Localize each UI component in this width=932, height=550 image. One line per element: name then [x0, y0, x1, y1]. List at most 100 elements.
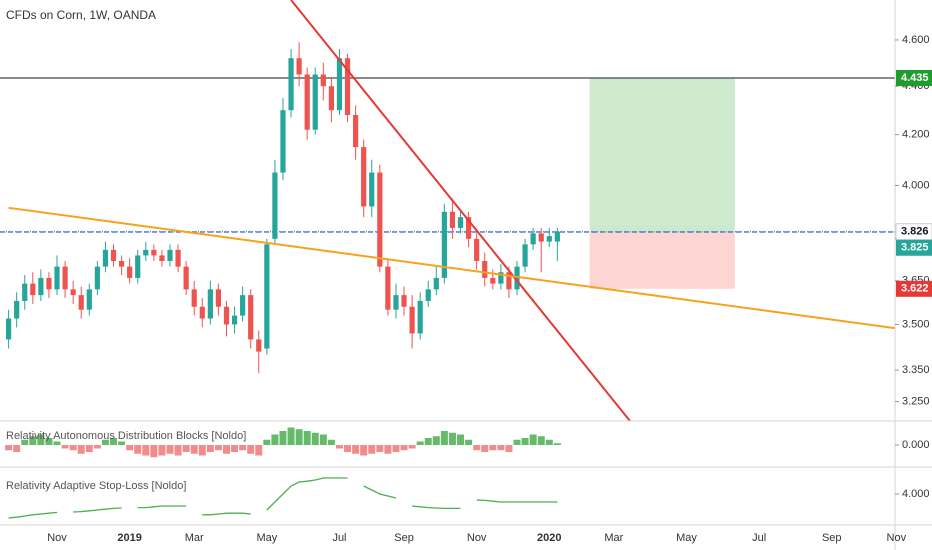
histogram-bar [231, 445, 239, 452]
y-tick-label: 3.500 [902, 318, 930, 330]
y-tick-label: 3.250 [902, 396, 930, 408]
panes [5, 427, 561, 519]
histogram-bar [53, 441, 61, 445]
candle-body [474, 238, 480, 261]
histogram-bar [457, 434, 465, 445]
histogram-bar [214, 445, 222, 451]
candle-body [102, 249, 109, 267]
x-tick-label: Nov [887, 532, 907, 544]
candle-body [6, 318, 12, 340]
histogram-bar [206, 445, 214, 452]
histogram-bar [263, 439, 271, 445]
price-marker-label: 3.825 [901, 242, 929, 254]
histogram-bar [521, 438, 529, 445]
candle-body [304, 74, 310, 130]
candle-body [344, 58, 351, 116]
candle-body [78, 295, 84, 310]
histogram-bar [21, 439, 29, 445]
x-tick-label: Mar [185, 532, 204, 544]
histogram-bar [553, 443, 561, 445]
candle-body [175, 249, 181, 267]
candle-body [207, 289, 213, 319]
histogram-bar [247, 445, 255, 454]
price-marker-label: 3.622 [901, 283, 929, 295]
price-marker [896, 69, 932, 86]
candle-body [240, 295, 246, 316]
candle-body [328, 86, 334, 111]
histogram-bar [279, 431, 287, 445]
histogram-bar [473, 445, 481, 451]
histogram-bar [319, 434, 327, 445]
histogram-bar [424, 438, 432, 445]
position-target-zone [589, 77, 735, 232]
x-tick-label: May [256, 532, 277, 544]
candle-body [546, 236, 552, 242]
histogram-bar [376, 445, 384, 452]
price-marker [896, 239, 932, 256]
candle-body [167, 249, 173, 261]
candle-body [135, 255, 141, 278]
histogram-bar [110, 438, 118, 445]
histogram-bar [61, 445, 69, 449]
histogram-bar [448, 432, 456, 445]
histogram-bar [13, 445, 21, 452]
histogram-bar [287, 427, 295, 445]
x-tick-label: May [676, 532, 697, 544]
candle-body [280, 110, 286, 173]
histogram-bar [126, 445, 134, 451]
histogram-bar [158, 445, 166, 456]
candle-body [353, 115, 359, 148]
price-marker-label: 3.826 [901, 226, 929, 238]
candle-body [465, 217, 472, 239]
candle-body [215, 289, 222, 307]
histogram-bar [384, 445, 392, 454]
histogram-bar [69, 445, 77, 451]
trend-line [8, 206, 895, 330]
histogram-bar [239, 445, 247, 451]
candle-body [38, 277, 44, 296]
candle-body [288, 58, 294, 111]
candle-body [514, 266, 520, 290]
candle-body [538, 233, 544, 242]
x-tick-label: 2019 [117, 532, 141, 544]
stop-loss-line [476, 499, 558, 503]
stop-loss-line [363, 485, 397, 499]
candle-body [482, 260, 488, 278]
histogram-bar [303, 431, 311, 445]
histogram-bar [118, 441, 126, 445]
candle-body [425, 289, 431, 301]
candle-body [143, 249, 149, 256]
candle-body [361, 147, 367, 207]
y-tick-label: 4.200 [902, 129, 930, 141]
histogram-bar [432, 436, 440, 445]
candle-body [401, 295, 407, 307]
histogram-bar [416, 441, 424, 445]
histogram-bar [190, 445, 198, 454]
candle-body [457, 217, 464, 228]
histogram-bar [85, 445, 93, 452]
stop-loss-line [73, 507, 122, 513]
histogram-bar [335, 445, 343, 449]
candle-body [86, 289, 92, 310]
histogram-bar [150, 445, 158, 458]
candle-body [441, 211, 447, 278]
candle-body [530, 233, 536, 245]
histogram-bar [408, 445, 416, 449]
candle-body [554, 231, 560, 242]
candle-body [110, 249, 117, 261]
candle-body [183, 266, 189, 290]
candle-body [22, 283, 28, 301]
candle-body [159, 255, 165, 261]
histogram-bar [481, 445, 489, 452]
candle-body [409, 306, 415, 334]
histogram-bar [368, 445, 376, 454]
histogram-bar [255, 445, 263, 456]
histogram-bar [182, 445, 190, 452]
candle-body [14, 300, 20, 319]
candle-body [433, 277, 439, 290]
candle-body [199, 306, 205, 319]
histogram-bar [295, 429, 303, 445]
candle-body [264, 244, 270, 349]
histogram-bar [465, 439, 473, 445]
